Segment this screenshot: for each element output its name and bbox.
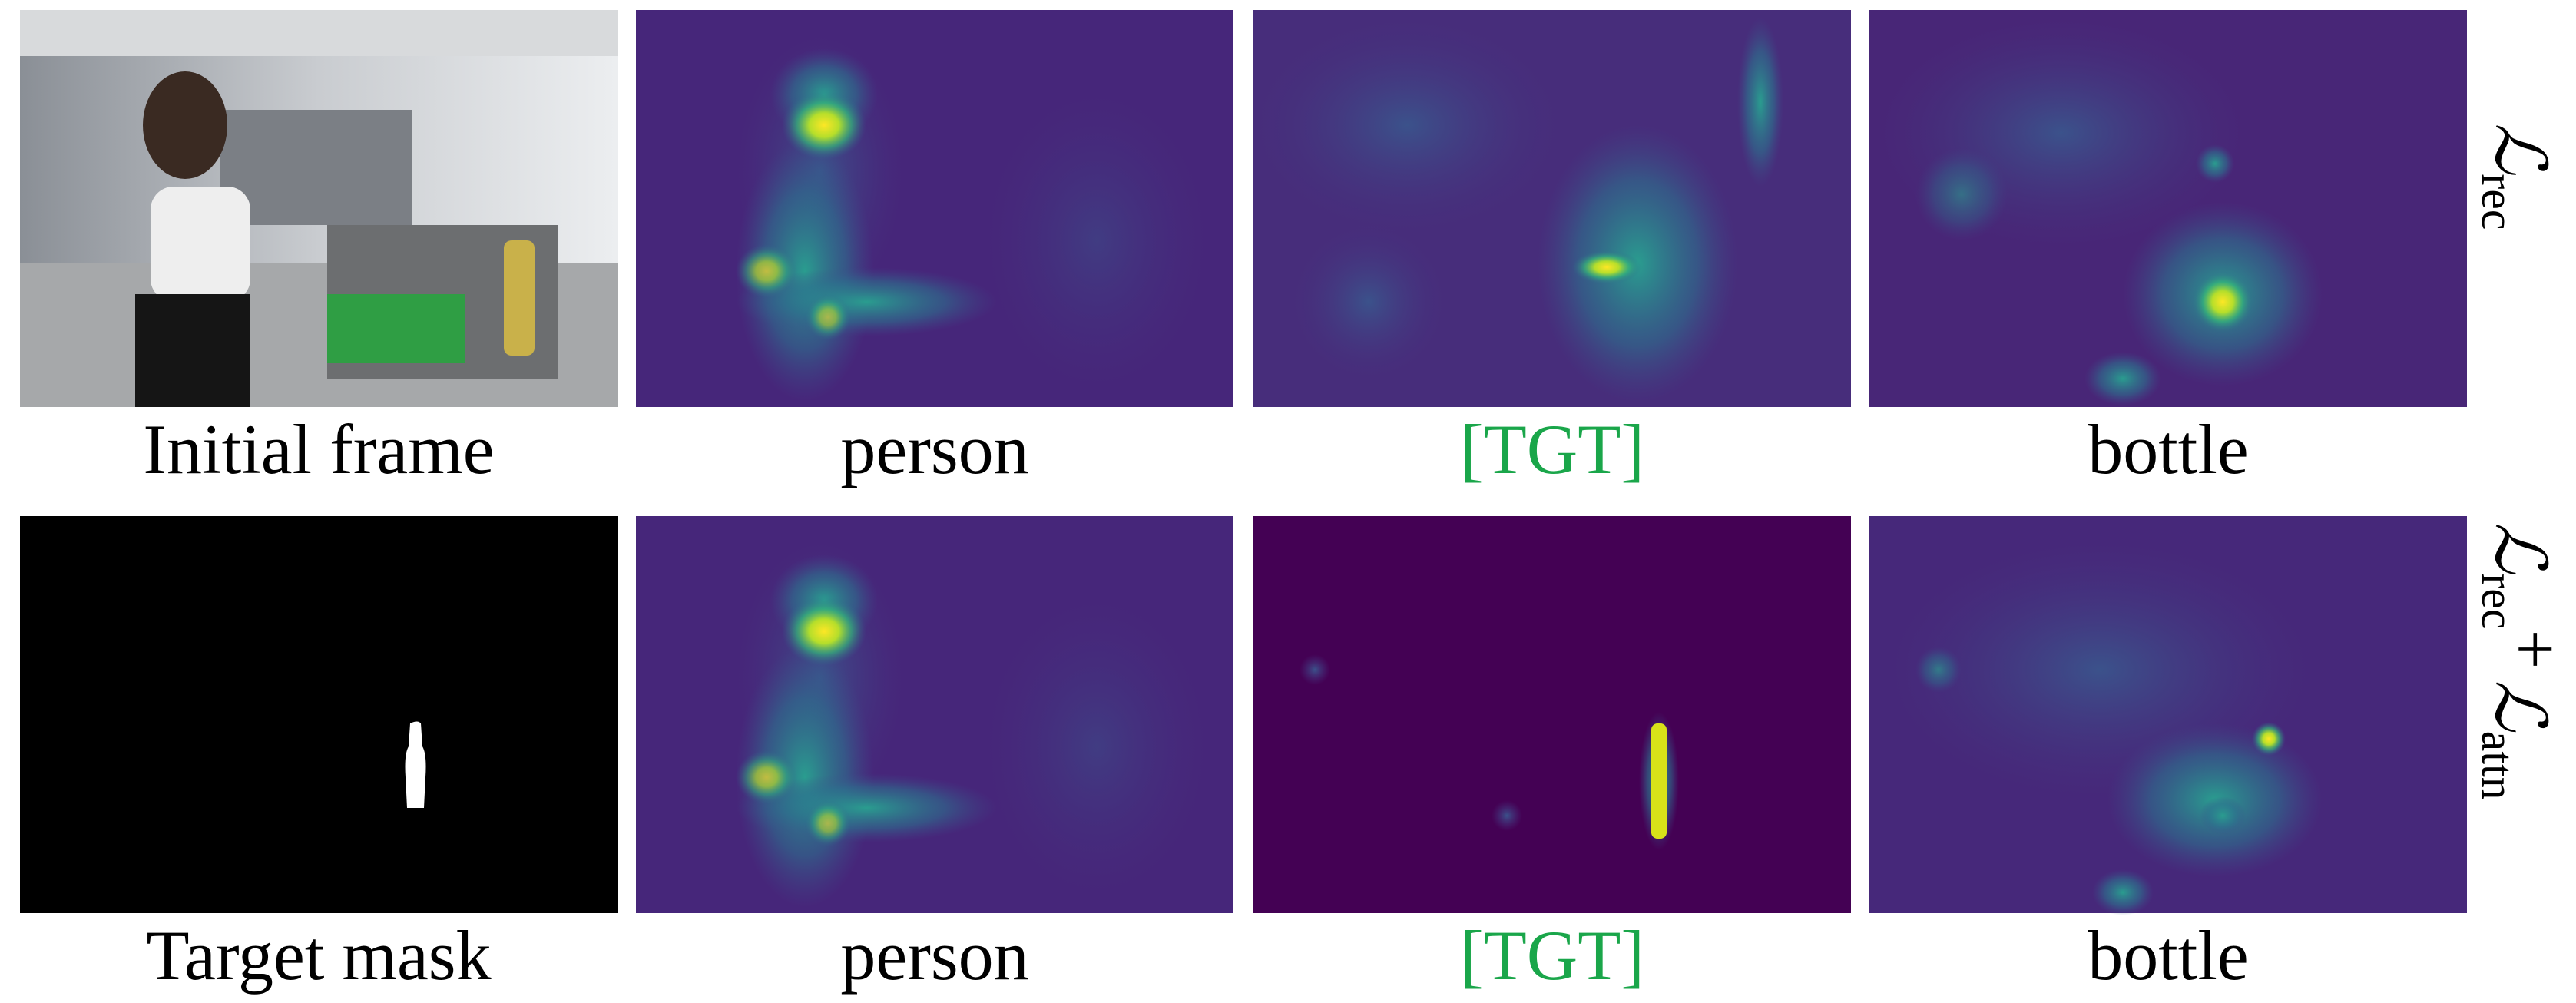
row-label: ℒrec+ ℒattn: [2472, 522, 2574, 800]
panel-initial-frame: [20, 10, 618, 407]
caption: bottle: [2088, 916, 2249, 995]
operator: +: [2496, 630, 2574, 670]
panel-target-mask: [20, 516, 618, 913]
loss-symbol: ℒ: [2481, 522, 2559, 574]
heatmap: [636, 10, 1233, 407]
loss-subscript: attn: [2472, 731, 2523, 800]
caption: person: [840, 410, 1028, 488]
loss-subscript: rec: [2472, 573, 2523, 629]
caption: Initial frame: [143, 410, 494, 488]
heatmap: [1869, 516, 2467, 915]
row-label: ℒrec: [2472, 123, 2559, 230]
figure: Initial frame person [TGT] bottle Target…: [0, 0, 2576, 1003]
caption: [TGT]: [1460, 916, 1644, 995]
caption: [TGT]: [1460, 410, 1644, 488]
caption: Target mask: [146, 916, 491, 995]
caption: person: [840, 916, 1028, 995]
heatmap: [1253, 10, 1851, 407]
heatmap: [636, 516, 1233, 913]
loss-symbol: ℒ: [2481, 123, 2559, 175]
loss-symbol: ℒ: [2481, 680, 2559, 732]
heatmap: [1253, 516, 1851, 913]
caption: bottle: [2088, 410, 2249, 488]
heatmap: [1869, 10, 2467, 407]
loss-subscript: rec: [2472, 174, 2523, 230]
